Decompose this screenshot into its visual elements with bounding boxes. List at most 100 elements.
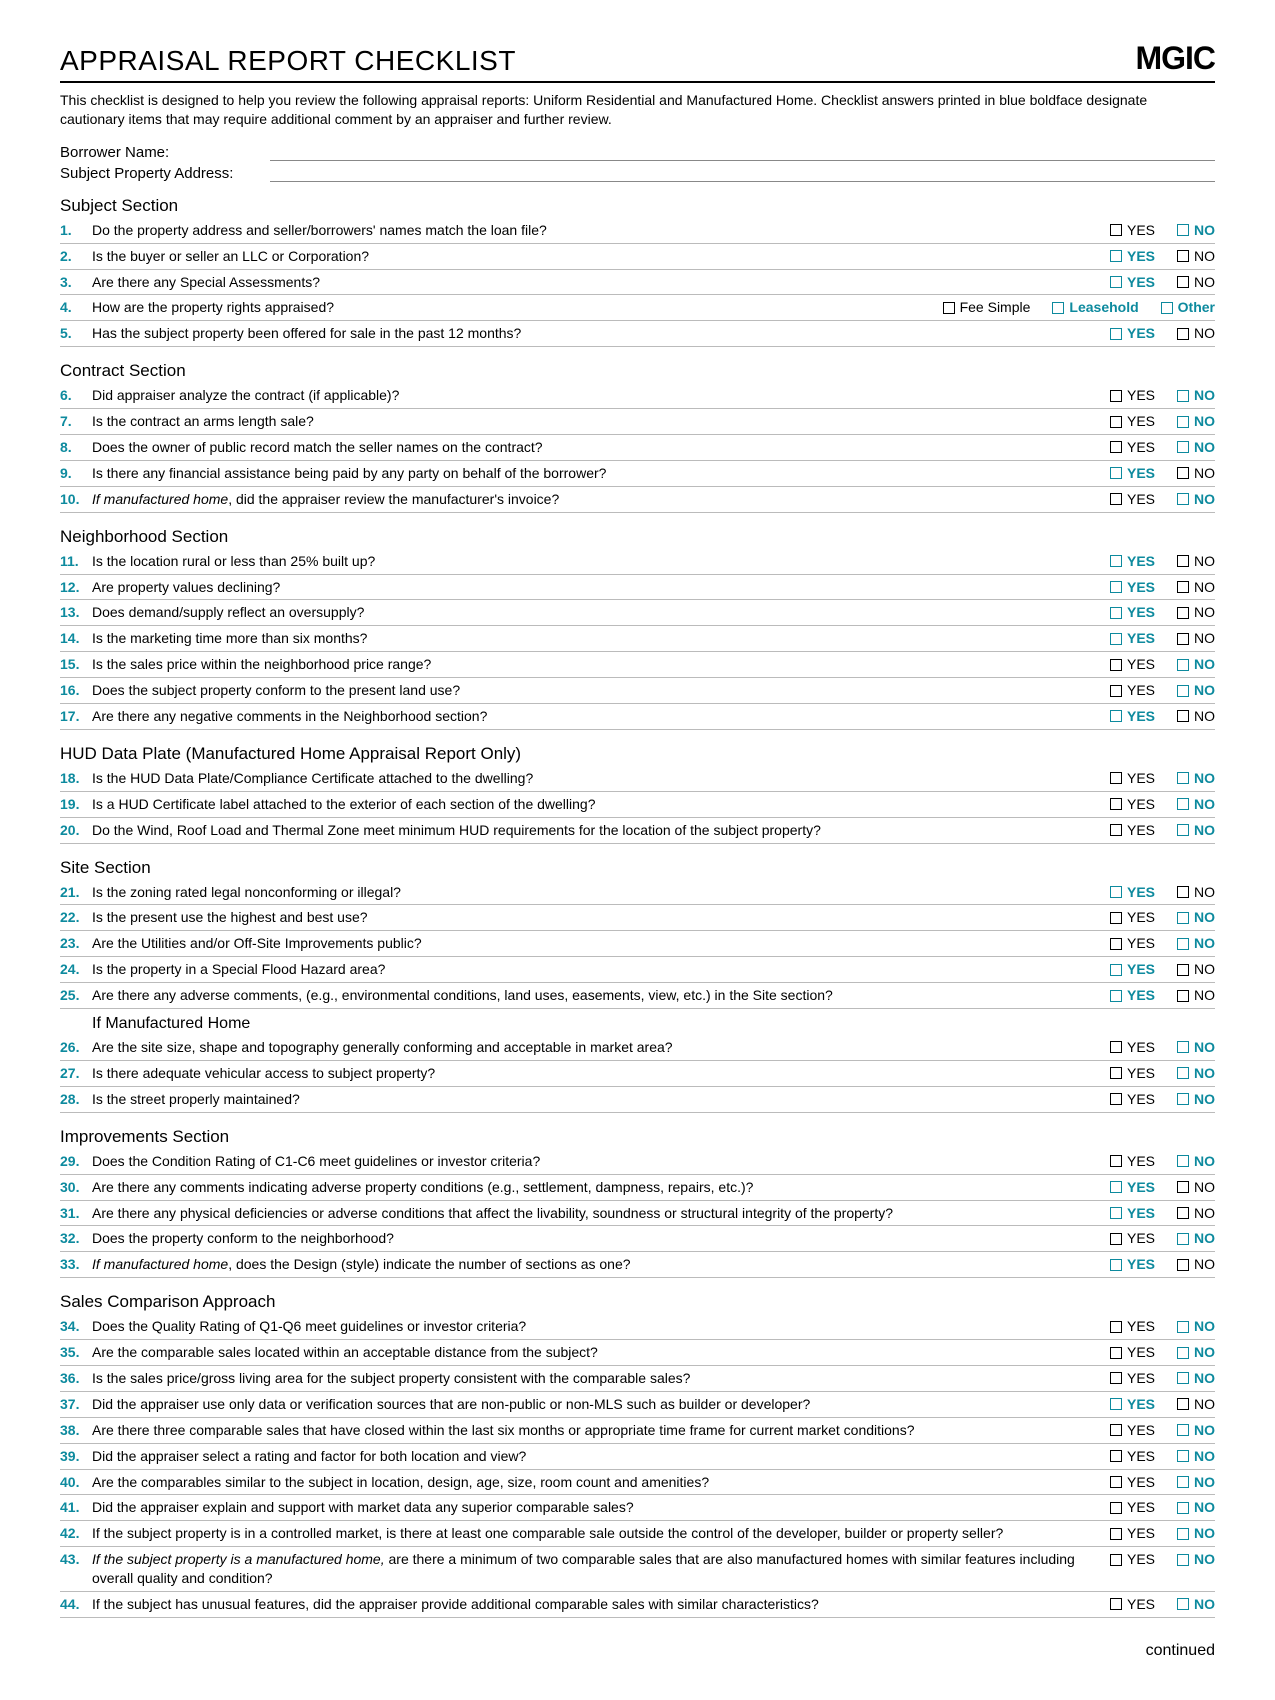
checkbox-icon[interactable] (1177, 1450, 1189, 1462)
answer-option[interactable]: YES (1110, 986, 1155, 1005)
answer-option[interactable]: NO (1177, 1204, 1215, 1223)
answer-option[interactable]: YES (1110, 1152, 1155, 1171)
checkbox-icon[interactable] (1177, 824, 1189, 836)
checkbox-icon[interactable] (1110, 824, 1122, 836)
answer-option[interactable]: NO (1177, 883, 1215, 902)
checkbox-icon[interactable] (1177, 990, 1189, 1002)
answer-option[interactable]: NO (1177, 1498, 1215, 1517)
answer-option[interactable]: YES (1110, 1064, 1155, 1083)
checkbox-icon[interactable] (1110, 1398, 1122, 1410)
checkbox-icon[interactable] (1177, 224, 1189, 236)
answer-option[interactable]: YES (1110, 1395, 1155, 1414)
answer-option[interactable]: YES (1110, 821, 1155, 840)
checkbox-icon[interactable] (1177, 441, 1189, 453)
answer-option[interactable]: NO (1177, 1178, 1215, 1197)
answer-option[interactable]: NO (1177, 1595, 1215, 1614)
answer-option[interactable]: NO (1177, 1395, 1215, 1414)
borrower-name-input-line[interactable] (270, 143, 1215, 161)
answer-option[interactable]: YES (1110, 795, 1155, 814)
checkbox-icon[interactable] (1110, 886, 1122, 898)
answer-option[interactable]: YES (1110, 464, 1155, 483)
checkbox-icon[interactable] (1177, 1067, 1189, 1079)
checkbox-icon[interactable] (1110, 1450, 1122, 1462)
checkbox-icon[interactable] (1110, 964, 1122, 976)
answer-option[interactable]: NO (1177, 490, 1215, 509)
checkbox-icon[interactable] (1110, 1554, 1122, 1566)
answer-option[interactable]: NO (1177, 769, 1215, 788)
answer-option[interactable]: YES (1110, 1255, 1155, 1274)
checkbox-icon[interactable] (1052, 302, 1064, 314)
answer-option[interactable]: NO (1177, 1229, 1215, 1248)
checkbox-icon[interactable] (1110, 328, 1122, 340)
checkbox-icon[interactable] (1177, 659, 1189, 671)
answer-option[interactable]: YES (1110, 603, 1155, 622)
checkbox-icon[interactable] (1177, 1598, 1189, 1610)
answer-option[interactable]: NO (1177, 1550, 1215, 1569)
checkbox-icon[interactable] (1110, 581, 1122, 593)
checkbox-icon[interactable] (1110, 1207, 1122, 1219)
answer-option[interactable]: YES (1110, 1550, 1155, 1569)
answer-option[interactable]: NO (1177, 707, 1215, 726)
checkbox-icon[interactable] (1177, 555, 1189, 567)
checkbox-icon[interactable] (1177, 467, 1189, 479)
answer-option[interactable]: YES (1110, 1038, 1155, 1057)
checkbox-icon[interactable] (1177, 964, 1189, 976)
answer-option[interactable]: YES (1110, 1317, 1155, 1336)
answer-option[interactable]: Fee Simple (943, 298, 1031, 317)
answer-option[interactable]: YES (1110, 247, 1155, 266)
checkbox-icon[interactable] (1110, 990, 1122, 1002)
answer-option[interactable]: YES (1110, 386, 1155, 405)
answer-option[interactable]: NO (1177, 247, 1215, 266)
answer-option[interactable]: NO (1177, 795, 1215, 814)
answer-option[interactable]: YES (1110, 655, 1155, 674)
checkbox-icon[interactable] (1110, 555, 1122, 567)
answer-option[interactable]: YES (1110, 681, 1155, 700)
checkbox-icon[interactable] (1177, 1233, 1189, 1245)
checkbox-icon[interactable] (1110, 224, 1122, 236)
answer-option[interactable]: YES (1110, 1178, 1155, 1197)
checkbox-icon[interactable] (1110, 1476, 1122, 1488)
checkbox-icon[interactable] (1177, 607, 1189, 619)
answer-option[interactable]: NO (1177, 603, 1215, 622)
answer-option[interactable]: NO (1177, 578, 1215, 597)
property-address-input-line[interactable] (270, 164, 1215, 182)
answer-option[interactable]: NO (1177, 386, 1215, 405)
answer-option[interactable]: NO (1177, 1255, 1215, 1274)
checkbox-icon[interactable] (1110, 416, 1122, 428)
answer-option[interactable]: YES (1110, 1090, 1155, 1109)
checkbox-icon[interactable] (1177, 1424, 1189, 1436)
answer-option[interactable]: NO (1177, 1447, 1215, 1466)
checkbox-icon[interactable] (1110, 912, 1122, 924)
answer-option[interactable]: YES (1110, 412, 1155, 431)
answer-option[interactable]: NO (1177, 412, 1215, 431)
checkbox-icon[interactable] (1177, 1041, 1189, 1053)
checkbox-icon[interactable] (1177, 1398, 1189, 1410)
checkbox-icon[interactable] (1177, 1476, 1189, 1488)
checkbox-icon[interactable] (1110, 607, 1122, 619)
checkbox-icon[interactable] (1110, 493, 1122, 505)
answer-option[interactable]: NO (1177, 986, 1215, 1005)
answer-option[interactable]: NO (1177, 960, 1215, 979)
checkbox-icon[interactable] (1110, 1067, 1122, 1079)
checkbox-icon[interactable] (1110, 1155, 1122, 1167)
checkbox-icon[interactable] (943, 302, 955, 314)
checkbox-icon[interactable] (1177, 328, 1189, 340)
checkbox-icon[interactable] (1177, 710, 1189, 722)
checkbox-icon[interactable] (1110, 1321, 1122, 1333)
answer-option[interactable]: NO (1177, 1090, 1215, 1109)
checkbox-icon[interactable] (1177, 493, 1189, 505)
answer-option[interactable]: Leasehold (1052, 298, 1138, 317)
checkbox-icon[interactable] (1110, 1259, 1122, 1271)
answer-option[interactable]: YES (1110, 908, 1155, 927)
checkbox-icon[interactable] (1110, 1502, 1122, 1514)
answer-option[interactable]: YES (1110, 1595, 1155, 1614)
answer-option[interactable]: NO (1177, 1473, 1215, 1492)
answer-option[interactable]: YES (1110, 960, 1155, 979)
answer-option[interactable]: YES (1110, 273, 1155, 292)
answer-option[interactable]: NO (1177, 324, 1215, 343)
answer-option[interactable]: NO (1177, 1524, 1215, 1543)
checkbox-icon[interactable] (1110, 633, 1122, 645)
checkbox-icon[interactable] (1110, 685, 1122, 697)
checkbox-icon[interactable] (1177, 250, 1189, 262)
checkbox-icon[interactable] (1177, 276, 1189, 288)
